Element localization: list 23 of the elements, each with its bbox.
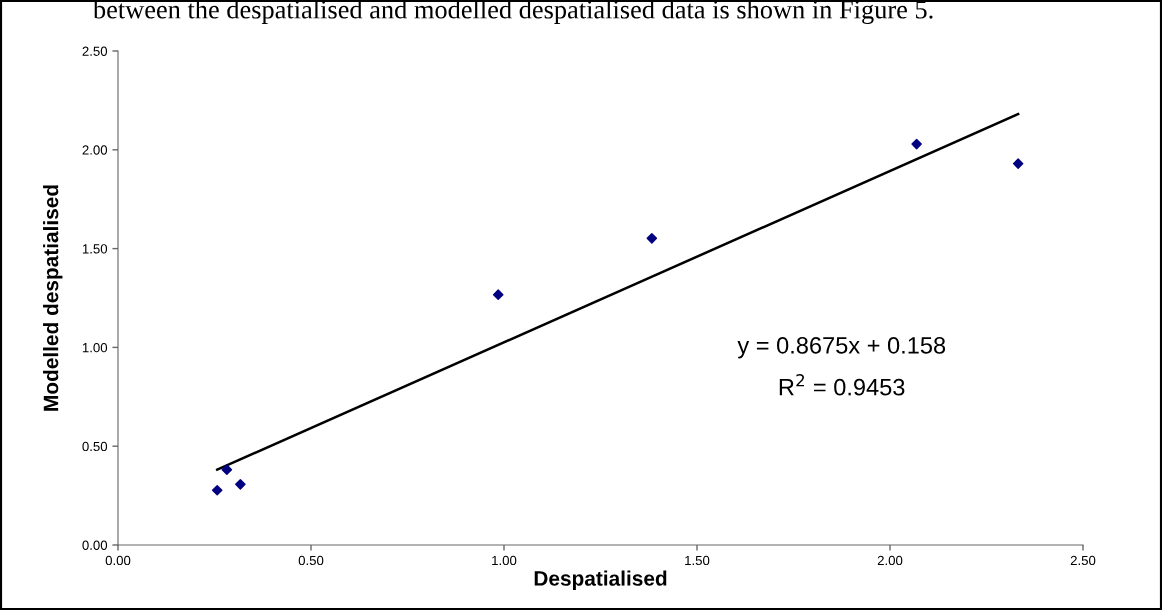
point — [211, 484, 223, 496]
point — [235, 479, 246, 490]
point — [1012, 158, 1024, 169]
x-tick-label: 2.50 — [1070, 555, 1096, 566]
x-axis-title: Despatialised — [534, 570, 667, 590]
x-tick-label: 0.00 — [105, 555, 131, 566]
annotation: R$^{2}$ = 0.9453 — [779, 374, 905, 396]
point — [646, 233, 658, 244]
point — [221, 464, 233, 476]
y-tick-label: 0.50 — [82, 441, 108, 452]
point — [492, 289, 504, 300]
y-axis-title: Modelled despatialised — [43, 185, 63, 411]
annotation: y = 0.8675x + 0.158 — [737, 337, 946, 359]
x-tick-label: 1.00 — [492, 555, 517, 566]
y-tick-label: 1.50 — [82, 244, 108, 254]
point — [911, 138, 922, 150]
y-tick-label: 0.00 — [82, 540, 108, 550]
x-tick-label: 2.00 — [877, 555, 903, 566]
y-tick-label: 2.50 — [82, 46, 108, 56]
x-tick-label: 1.50 — [685, 555, 710, 566]
y-tick-label: 1.00 — [82, 342, 108, 353]
x-tick-label: 0.50 — [298, 555, 324, 566]
y-tick-label: 2.00 — [82, 145, 108, 155]
